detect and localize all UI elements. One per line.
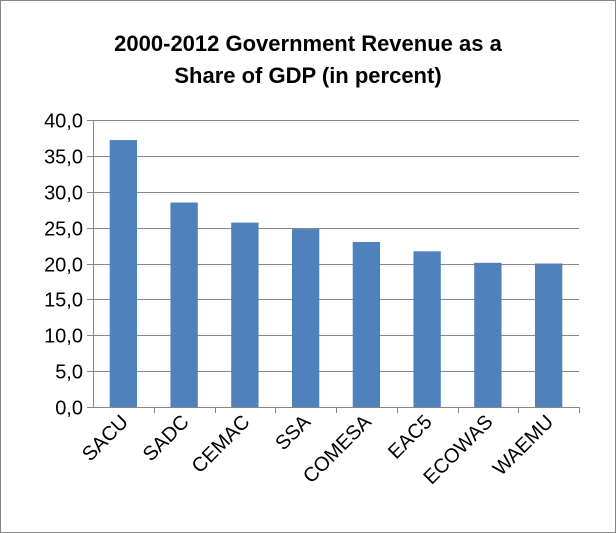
bar-comesa xyxy=(352,241,381,407)
x-tick-label: WAEMU xyxy=(489,411,558,480)
chart-title-line-2: Share of GDP (in percent) xyxy=(174,63,442,88)
y-tick-label: 5,0 xyxy=(55,362,83,384)
bar-waemu xyxy=(534,263,563,407)
y-tick-label: 20,0 xyxy=(44,255,83,277)
x-tick-label: EAC5 xyxy=(384,411,437,464)
axes xyxy=(87,120,580,413)
y-axis-tick-labels: 0,0 5,0 10,0 15,0 20,0 25,0 30,0 35,0 40,0 xyxy=(44,111,83,420)
x-tick-label: SADC xyxy=(139,411,194,466)
y-tick-label: 40,0 xyxy=(44,111,83,133)
y-tick-label: 0,0 xyxy=(55,398,83,420)
gridlines xyxy=(93,120,579,372)
bar-ssa xyxy=(291,229,320,407)
bars xyxy=(109,140,563,407)
y-tick-label: 35,0 xyxy=(44,147,83,169)
bar-eac5 xyxy=(413,251,441,407)
y-tick-label: 25,0 xyxy=(44,219,83,241)
chart-title: 2000-2012 Government Revenue as a Share … xyxy=(0,28,616,92)
y-tick-label: 30,0 xyxy=(44,183,83,205)
x-tick-label: CEMAC xyxy=(188,411,255,478)
y-tick-label: 10,0 xyxy=(44,326,83,348)
bar-ecowas xyxy=(474,262,502,407)
bar-cemac xyxy=(231,222,259,407)
bar-sacu xyxy=(109,140,138,407)
bar-sadc xyxy=(170,202,198,407)
x-tick-label: SACU xyxy=(78,411,133,466)
y-tick-label: 15,0 xyxy=(44,290,83,312)
chart-title-line-1: 2000-2012 Government Revenue as a xyxy=(114,31,502,56)
x-tick-label: SSA xyxy=(271,411,315,455)
